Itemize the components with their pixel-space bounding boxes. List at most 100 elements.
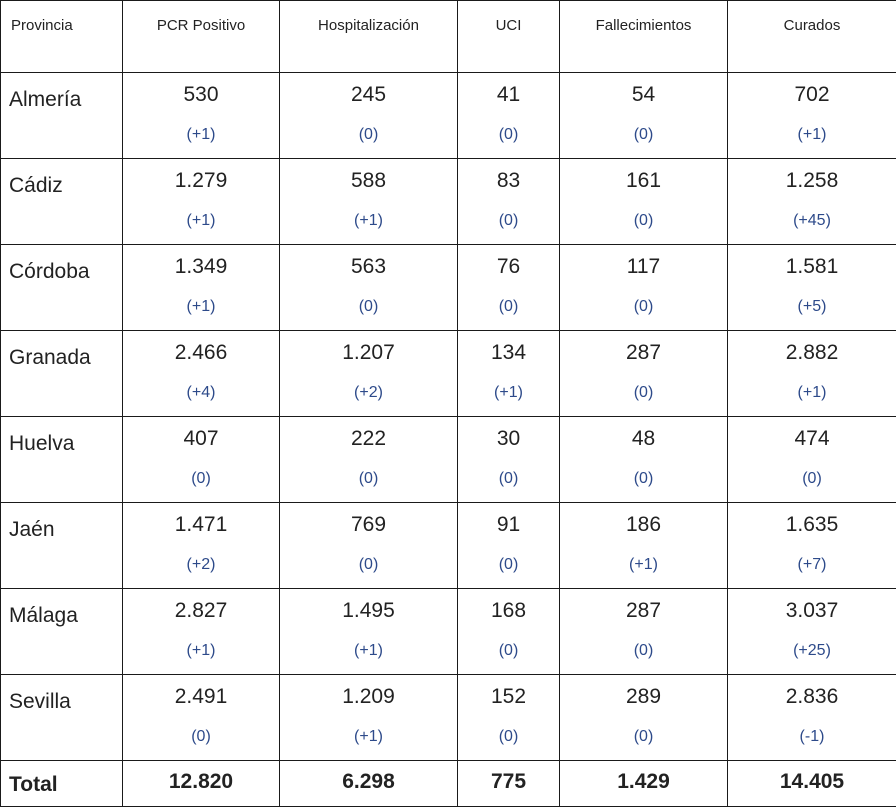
province-name: Almería <box>0 72 123 159</box>
delta-fallecimientos: (0) <box>633 126 654 143</box>
cell-hospitalizacion: 1.495 (+1) <box>279 588 458 675</box>
delta-uci: (0) <box>498 728 519 745</box>
cell-uci: 152 (0) <box>457 674 560 761</box>
delta-fallecimientos: (0) <box>633 470 654 487</box>
cell-uci: 91 (0) <box>457 502 560 589</box>
delta-fallecimientos: (0) <box>633 642 654 659</box>
value-hospitalizacion: 245 <box>350 83 387 106</box>
cell-curados: 702 (+1) <box>727 72 896 159</box>
delta-curados: (+1) <box>797 126 827 143</box>
value-curados: 702 <box>794 83 830 106</box>
cell-hospitalizacion: 563 (0) <box>279 244 458 331</box>
total-label: Total <box>0 760 123 807</box>
value-fallecimientos: 289 <box>625 685 662 708</box>
header-pcr-positivo: PCR Positivo <box>122 0 280 73</box>
cell-fallecimientos: 287 (0) <box>559 588 728 675</box>
cell-uci: 30 (0) <box>457 416 560 503</box>
cell-pcr-positivo: 2.491 (0) <box>122 674 280 761</box>
cell-hospitalizacion: 769 (0) <box>279 502 458 589</box>
value-fallecimientos: 161 <box>625 169 662 192</box>
value-hospitalizacion: 1.207 <box>342 341 395 364</box>
delta-pcr-positivo: (+4) <box>186 384 216 401</box>
value-pcr-positivo: 2.827 <box>174 599 228 622</box>
value-curados: 3.037 <box>785 599 839 622</box>
cell-pcr-positivo: 530 (+1) <box>122 72 280 159</box>
cell-pcr-positivo: 2.466 (+4) <box>122 330 280 417</box>
value-fallecimientos: 48 <box>631 427 656 450</box>
value-hospitalizacion: 769 <box>350 513 387 536</box>
total-row: Total 12.820 6.298 775 1.429 14.405 <box>0 760 896 807</box>
value-curados: 2.882 <box>785 341 839 364</box>
value-pcr-positivo: 1.471 <box>174 513 228 536</box>
province-name: Jaén <box>0 502 123 589</box>
cell-fallecimientos: 287 (0) <box>559 330 728 417</box>
delta-pcr-positivo: (+1) <box>186 642 216 659</box>
value-hospitalizacion: 588 <box>350 169 387 192</box>
value-curados: 1.635 <box>785 513 839 536</box>
value-uci: 76 <box>496 255 521 278</box>
delta-hospitalizacion: (0) <box>358 470 379 487</box>
cell-curados: 474 (0) <box>727 416 896 503</box>
cell-fallecimientos: 54 (0) <box>559 72 728 159</box>
delta-pcr-positivo: (0) <box>191 728 211 745</box>
delta-uci: (0) <box>498 470 519 487</box>
value-fallecimientos: 287 <box>625 341 662 364</box>
cell-hospitalizacion: 245 (0) <box>279 72 458 159</box>
total-uci: 775 <box>457 760 560 807</box>
province-name: Cádiz <box>0 158 123 245</box>
cell-pcr-positivo: 1.279 (+1) <box>122 158 280 245</box>
table-row: Málaga 2.827 (+1) 1.495 (+1) 168 (0) 287 (0) 3.03… <box>0 588 896 675</box>
cell-hospitalizacion: 588 (+1) <box>279 158 458 245</box>
delta-hospitalizacion: (+1) <box>354 728 383 745</box>
delta-fallecimientos: (+1) <box>629 556 658 573</box>
delta-uci: (0) <box>498 642 519 659</box>
header-uci: UCI <box>457 0 560 73</box>
cell-pcr-positivo: 1.471 (+2) <box>122 502 280 589</box>
delta-fallecimientos: (0) <box>633 384 654 401</box>
province-name: Sevilla <box>0 674 123 761</box>
cell-fallecimientos: 186 (+1) <box>559 502 728 589</box>
cell-hospitalizacion: 1.209 (+1) <box>279 674 458 761</box>
header-provincia: Provincia <box>0 0 123 73</box>
cell-pcr-positivo: 407 (0) <box>122 416 280 503</box>
table-row: Sevilla 2.491 (0) 1.209 (+1) 152 (0) 289 (0) 2.83… <box>0 674 896 761</box>
delta-fallecimientos: (0) <box>633 298 654 315</box>
header-fallecimientos: Fallecimientos <box>559 0 728 73</box>
cell-uci: 41 (0) <box>457 72 560 159</box>
cell-curados: 3.037 (+25) <box>727 588 896 675</box>
value-uci: 30 <box>496 427 521 450</box>
value-curados: 1.581 <box>785 255 839 278</box>
delta-curados: (-1) <box>799 728 825 745</box>
province-name: Córdoba <box>0 244 123 331</box>
cell-fallecimientos: 117 (0) <box>559 244 728 331</box>
delta-curados: (+1) <box>797 384 827 401</box>
value-curados: 474 <box>794 427 830 450</box>
table-row: Cádiz 1.279 (+1) 588 (+1) 83 (0) 161 (0) 1.258 (+4… <box>0 158 896 245</box>
value-hospitalizacion: 1.209 <box>342 685 395 708</box>
value-pcr-positivo: 407 <box>183 427 219 450</box>
value-hospitalizacion: 1.495 <box>342 599 395 622</box>
delta-hospitalizacion: (0) <box>358 298 379 315</box>
delta-pcr-positivo: (+2) <box>186 556 216 573</box>
cell-uci: 134 (+1) <box>457 330 560 417</box>
province-name: Málaga <box>0 588 123 675</box>
delta-pcr-positivo: (0) <box>191 470 211 487</box>
delta-fallecimientos: (0) <box>633 728 654 745</box>
cell-hospitalizacion: 222 (0) <box>279 416 458 503</box>
cell-pcr-positivo: 1.349 (+1) <box>122 244 280 331</box>
cell-curados: 2.836 (-1) <box>727 674 896 761</box>
header-row: Provincia PCR Positivo Hospitalización U… <box>0 0 896 73</box>
value-hospitalizacion: 563 <box>350 255 387 278</box>
value-fallecimientos: 117 <box>626 255 661 278</box>
delta-curados: (0) <box>802 470 822 487</box>
value-uci: 91 <box>496 513 521 536</box>
value-pcr-positivo: 2.491 <box>174 685 228 708</box>
delta-curados: (+25) <box>793 642 831 659</box>
value-fallecimientos: 186 <box>625 513 662 536</box>
value-pcr-positivo: 530 <box>183 83 219 106</box>
cell-pcr-positivo: 2.827 (+1) <box>122 588 280 675</box>
delta-uci: (0) <box>498 126 519 143</box>
value-uci: 134 <box>490 341 527 364</box>
table-row: Huelva 407 (0) 222 (0) 30 (0) 48 (0) 474 (0) <box>0 416 896 503</box>
table-row: Córdoba 1.349 (+1) 563 (0) 76 (0) 117 (0) 1.581 (+… <box>0 244 896 331</box>
